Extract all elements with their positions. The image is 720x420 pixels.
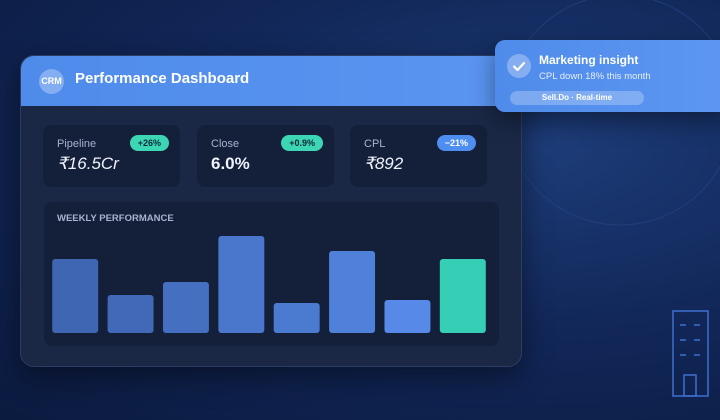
chart-panel: WEEKLY PERFORMANCE [44, 202, 499, 346]
bar [107, 295, 154, 333]
notification-tag: Sell.Do · Real-time [510, 91, 644, 105]
check-mark [512, 61, 526, 72]
stat-change: +0.9% [281, 135, 323, 151]
bar [52, 259, 99, 333]
stat-label: Pipeline [57, 138, 97, 150]
notification-title: Marketing insight [539, 53, 639, 67]
bar [162, 282, 209, 333]
stat-label: Close [211, 138, 240, 150]
card-header: CRM Performance Dashboard [21, 56, 521, 106]
dashboard-title: Performance Dashboard [75, 70, 250, 87]
stat-change: +26% [129, 135, 169, 151]
notification: Marketing insight CPL down 18% this mont… [495, 40, 720, 112]
notification-message: CPL down 18% this month [539, 71, 651, 82]
check-icon [507, 54, 531, 78]
bar [329, 251, 376, 333]
stat-value: ₹16.5Cr [57, 154, 119, 173]
stat-card: Close 6.0% +0.9% [197, 125, 334, 187]
stat-card: CPL ₹892 −21% [350, 125, 487, 187]
bar-chart [52, 236, 486, 333]
bar [273, 303, 320, 333]
logo: CRM [39, 69, 64, 94]
stat-label: CPL [364, 138, 386, 150]
stat-card: Pipeline ₹16.5Cr +26% [43, 125, 180, 187]
bar [384, 300, 431, 333]
dashboard-card: CRM Performance Dashboard Pipeline ₹16.5… [20, 55, 522, 367]
bar [439, 259, 486, 333]
bar [218, 236, 265, 333]
chart-title: WEEKLY PERFORMANCE [57, 213, 174, 224]
stat-change: −21% [436, 135, 476, 151]
stat-value: 6.0% [211, 154, 250, 173]
stat-value: ₹892 [364, 154, 404, 173]
